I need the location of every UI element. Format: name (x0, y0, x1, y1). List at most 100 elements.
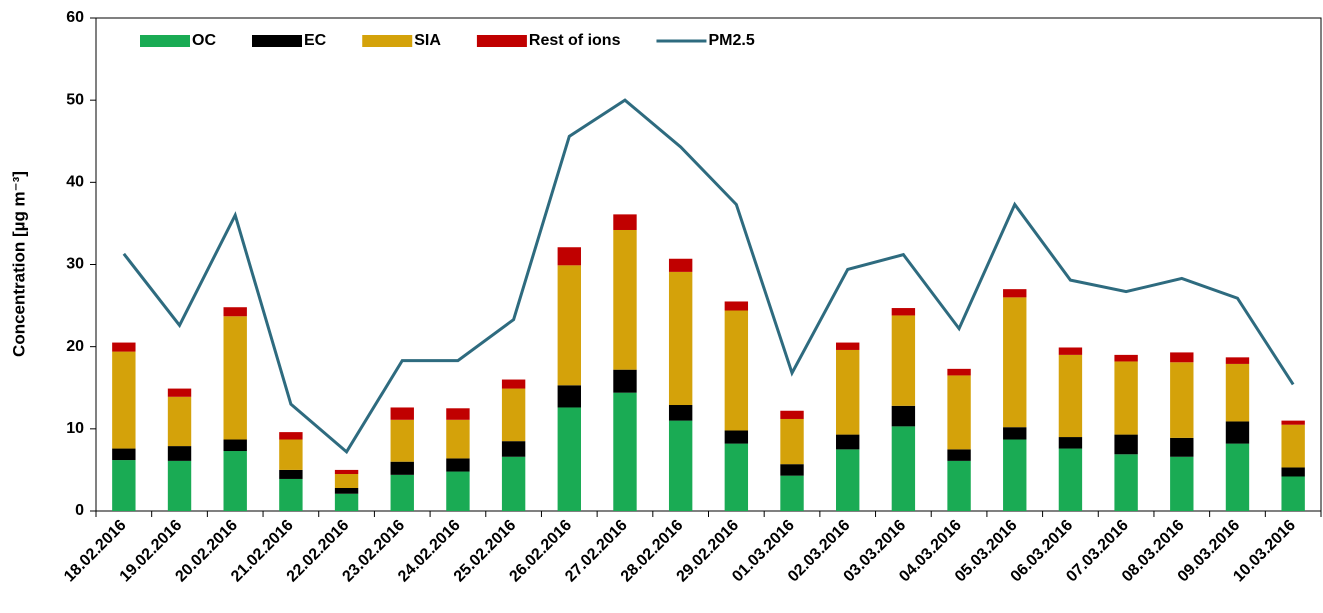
bar-segment (167, 396, 192, 447)
bar-segment (390, 407, 414, 420)
bar-segment (279, 469, 303, 479)
legend-label: EC (304, 32, 327, 49)
y-tick-label: 30 (66, 256, 84, 273)
bar-segment (390, 419, 414, 462)
bar-segment (390, 461, 414, 475)
bar-segment (836, 449, 860, 511)
legend-swatch (476, 35, 527, 47)
bar-segment (279, 478, 303, 511)
bar-segment (668, 258, 693, 272)
bar-segment (1225, 357, 1250, 364)
bar-segment (947, 375, 971, 450)
bar-segment (613, 214, 637, 230)
bar-segment (1225, 443, 1250, 511)
legend-label: Rest of ions (529, 32, 621, 49)
bar-segment (223, 439, 247, 452)
bar-segment (112, 342, 136, 352)
legend-label: PM2.5 (708, 32, 754, 49)
bar-segment (501, 388, 526, 442)
bar-segment (446, 458, 470, 472)
y-tick-label: 20 (66, 338, 84, 355)
bar-segment (557, 247, 581, 266)
bar-segment (557, 265, 581, 386)
legend-swatch (252, 35, 302, 47)
bar-segment (223, 307, 247, 317)
bar-segment (501, 441, 526, 457)
bar-segment (167, 460, 192, 511)
bar-segment (112, 448, 136, 461)
bar-segment (279, 439, 303, 470)
y-tick-label: 60 (66, 9, 84, 26)
bar-segment (501, 456, 526, 511)
y-tick-label: 40 (66, 174, 84, 191)
bar-segment (836, 349, 860, 435)
bar-segment (557, 407, 581, 511)
bar-segment (1003, 289, 1027, 298)
bar-segment (891, 315, 916, 406)
bar-segment (947, 368, 971, 376)
bar-segment (1114, 361, 1138, 435)
bar-segment (112, 351, 136, 449)
bar-segment (891, 405, 916, 427)
bar-segment (1170, 362, 1194, 438)
bar-segment (724, 430, 749, 444)
bar-segment (947, 449, 971, 461)
bar-segment (1003, 297, 1027, 428)
bar-segment (334, 469, 359, 475)
bar-segment (167, 446, 192, 461)
bar-segment (446, 408, 470, 420)
bar-segment (613, 392, 637, 511)
bar-segment (668, 420, 693, 511)
legend-label: SIA (414, 32, 441, 49)
y-tick-label: 50 (66, 91, 84, 108)
bar-segment (1281, 476, 1305, 511)
bar-segment (836, 434, 860, 450)
y-axis-label: Concentration [µg m⁻³] (9, 171, 28, 357)
bar-segment (780, 464, 804, 476)
bar-segment (780, 475, 804, 511)
bar-segment (1058, 448, 1083, 511)
bar-segment (891, 426, 916, 511)
bar-segment (112, 460, 136, 511)
bar-segment (334, 493, 359, 511)
bar-segment (668, 405, 693, 421)
bar-segment (167, 388, 192, 397)
bar-segment (1170, 352, 1194, 363)
bar-segment (780, 410, 804, 419)
bar-segment (334, 487, 359, 494)
legend-label: OC (192, 32, 216, 49)
bar-segment (446, 419, 470, 459)
bar-segment (1058, 347, 1083, 355)
bar-segment (724, 443, 749, 511)
line (122, 98, 1295, 455)
bar-segment (557, 385, 581, 408)
legend-swatch (362, 35, 413, 47)
bar-segment (724, 310, 749, 431)
bar-segment (1114, 434, 1138, 455)
bar-segment (334, 474, 359, 488)
legend-swatch (140, 35, 190, 47)
bar-segment (1058, 354, 1083, 438)
bar-segment (613, 369, 637, 393)
bar-segment (1281, 424, 1305, 468)
bar-segment (891, 308, 916, 316)
bar-segment (1281, 420, 1305, 425)
bar-segment (1281, 467, 1305, 477)
y-tick-label: 0 (75, 502, 84, 519)
bar-segment (1225, 363, 1250, 422)
bar-segment (1003, 439, 1027, 511)
bar-segment (1170, 456, 1194, 511)
bar-segment (1058, 437, 1083, 449)
y-tick-label: 10 (66, 420, 84, 437)
bar-segment (947, 460, 971, 511)
bar-segment (780, 418, 804, 465)
bar-segment (1114, 454, 1138, 511)
bar-segment (1225, 421, 1250, 444)
bar-segment (836, 342, 860, 350)
bar-segment (446, 471, 470, 511)
bar-segment (501, 379, 526, 389)
bar-segment (390, 474, 414, 511)
bar-segment (668, 271, 693, 406)
bar-segment (613, 229, 637, 370)
